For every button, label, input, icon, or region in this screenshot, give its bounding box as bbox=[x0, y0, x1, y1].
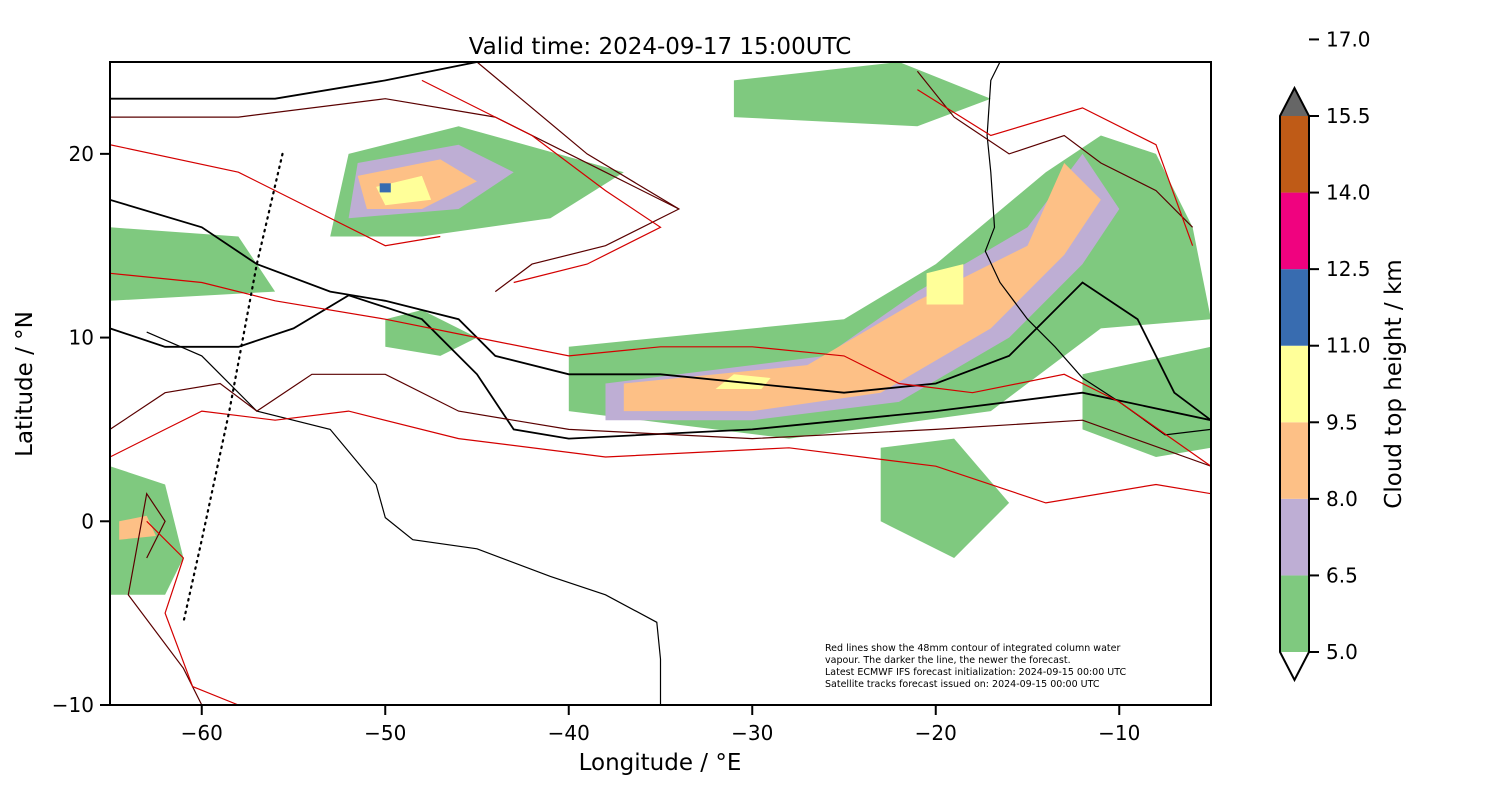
water-vapour-contour-9 bbox=[110, 272, 1211, 467]
colorbar-tick-label-3: 9.5 bbox=[1326, 410, 1358, 434]
colorbar-tick-label-5: 12.5 bbox=[1326, 257, 1371, 281]
x-axis-label: Longitude / °E bbox=[579, 750, 742, 776]
colorbar-extend-high bbox=[1280, 88, 1309, 116]
forecast-annotation-line-3: Latest ECMWF IFS forecast initialization… bbox=[825, 667, 1126, 678]
colorbar-tick-label-7: 15.5 bbox=[1326, 104, 1371, 128]
colorbar-tick-label-4: 11.0 bbox=[1326, 334, 1371, 358]
colorbar-segment-2 bbox=[1280, 498, 1309, 576]
forecast-annotation-line-1: Red lines show the 48mm contour of integ… bbox=[825, 643, 1120, 654]
y-tick-label-1: 0 bbox=[81, 509, 94, 533]
water-vapour-contour-3 bbox=[110, 98, 680, 210]
colorbar-segment-5 bbox=[1280, 269, 1309, 346]
colorbar-tick-label-1: 6.5 bbox=[1326, 563, 1358, 587]
colorbar-tick-label-0: 5.0 bbox=[1326, 640, 1358, 664]
y-axis-label: Latitude / °N bbox=[12, 311, 38, 457]
forecast-annotation-line-4: Satellite tracks forecast issued on: 202… bbox=[825, 679, 1100, 690]
plot-frame bbox=[109, 61, 1212, 706]
cloud-region-11 bbox=[926, 264, 964, 305]
x-tick-label-5: −10 bbox=[1098, 721, 1140, 745]
x-tick-label-0: −60 bbox=[181, 721, 223, 745]
colorbar-extend-low bbox=[1280, 652, 1309, 680]
cloud-region-4 bbox=[379, 183, 391, 193]
water-vapour-contour-10 bbox=[421, 79, 662, 284]
colorbar-tick-label-2: 8.0 bbox=[1326, 487, 1358, 511]
colorbar: 5.06.58.09.511.012.514.015.517.018.5 bbox=[1279, 27, 1371, 683]
forecast-annotation-line-2: vapour. The darker the line, the newer t… bbox=[825, 655, 1071, 666]
satellite-track bbox=[182, 152, 284, 624]
colorbar-segment-4 bbox=[1280, 345, 1309, 423]
x-axis: −60 −50 −40 −30 −20 −10 bbox=[181, 705, 1140, 745]
cloud-region-9 bbox=[623, 163, 1101, 412]
cloud-region-15 bbox=[1082, 346, 1211, 457]
y-axis: −10 0 10 20 bbox=[52, 142, 110, 717]
cloud-region-6 bbox=[385, 310, 477, 356]
x-tick-label-1: −50 bbox=[364, 721, 406, 745]
cloud-region-10 bbox=[715, 374, 771, 389]
cloud-region-14 bbox=[880, 438, 1010, 558]
y-tick-label-3: 20 bbox=[69, 142, 94, 166]
water-vapour-contour-11 bbox=[110, 410, 1211, 504]
water-vapour-contour-7 bbox=[916, 70, 1194, 228]
water-vapour-contour-8 bbox=[110, 144, 441, 247]
cloud-region-5 bbox=[110, 227, 276, 301]
water-vapour-contour-4 bbox=[476, 62, 681, 293]
y-tick-label-0: −10 bbox=[52, 693, 94, 717]
colorbar-segment-3 bbox=[1280, 422, 1309, 499]
colorbar-tick-label-8: 17.0 bbox=[1326, 27, 1371, 51]
water-vapour-contour-5 bbox=[110, 373, 1211, 467]
coastline-2 bbox=[986, 62, 1001, 136]
water-vapour-contour-0 bbox=[110, 62, 478, 100]
water-vapour-contour-13 bbox=[146, 520, 239, 705]
x-tick-label-4: −20 bbox=[915, 721, 957, 745]
water-vapour-contour-1 bbox=[110, 198, 1211, 421]
water-vapour-contour-2 bbox=[110, 294, 1211, 440]
colorbar-segment-1 bbox=[1280, 575, 1309, 652]
colorbar-label: Cloud top height / km bbox=[1381, 259, 1407, 508]
colorbar-tick-label-6: 14.0 bbox=[1326, 181, 1371, 205]
water-vapour-contour-6 bbox=[127, 492, 203, 705]
colorbar-segment-6 bbox=[1280, 192, 1309, 270]
x-tick-label-3: −30 bbox=[731, 721, 773, 745]
chart-title: Valid time: 2024-09-17 15:00UTC bbox=[469, 34, 852, 60]
water-vapour-contour-12 bbox=[917, 89, 1194, 246]
x-tick-label-2: −40 bbox=[548, 721, 590, 745]
cloud-region-3 bbox=[376, 175, 432, 206]
map-layer bbox=[110, 62, 1211, 705]
cloud-region-16 bbox=[733, 62, 991, 127]
y-tick-label-2: 10 bbox=[69, 326, 94, 350]
colorbar-segment-7 bbox=[1280, 116, 1309, 193]
